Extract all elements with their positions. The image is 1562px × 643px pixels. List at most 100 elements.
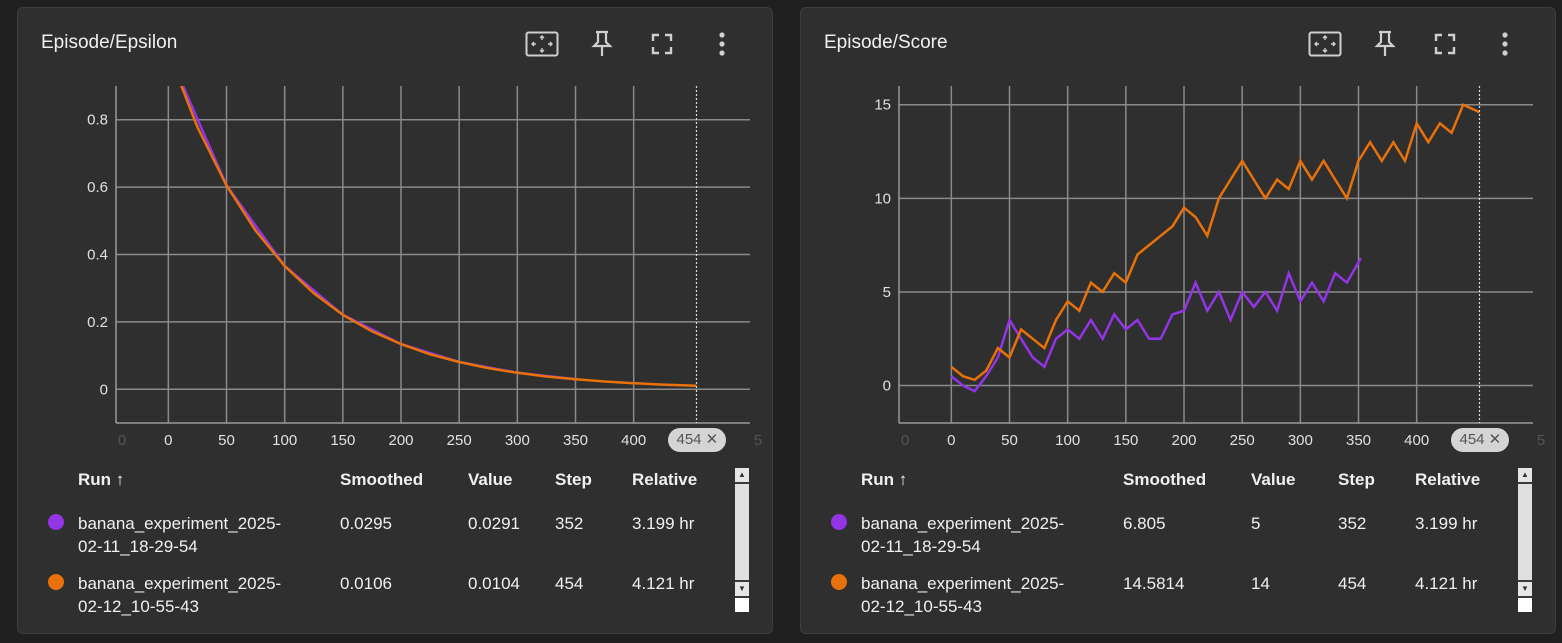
x-tick-label: 0 (947, 432, 955, 449)
x-tick-label-faded: 5 (1537, 432, 1545, 449)
table-row[interactable]: banana_experiment_2025- 02-11_18-29-54 6.… (801, 512, 1521, 568)
more-options-button[interactable] (1475, 30, 1535, 58)
x-tick-label: 50 (1001, 432, 1018, 449)
relative-time: 3.199 hr (632, 514, 695, 533)
y-tick-label: 0 (883, 378, 891, 395)
relative-time: 4.121 hr (632, 574, 695, 593)
run-name: banana_experiment_2025- 02-11_18-29-54 (861, 514, 1065, 556)
more-options-button[interactable] (692, 30, 752, 58)
y-tick-label: 0.2 (87, 314, 108, 331)
card-toolbar (1295, 30, 1535, 58)
fit-domain-button[interactable] (1295, 30, 1355, 58)
runs-table: Run ↑ Smoothed Value Step Relative banan… (18, 460, 774, 620)
card-title: Episode/Score (824, 32, 948, 53)
chart-card-score: Episode/Score 0 5 10 15 0 50 100 150 200 250 300 35… (800, 7, 1556, 634)
column-header-smoothed[interactable]: Smoothed (340, 470, 424, 489)
run-color-dot[interactable] (48, 574, 64, 590)
table-row[interactable]: banana_experiment_2025- 02-12_10-55-43 14… (801, 572, 1521, 628)
chart-card-epsilon: Episode/Epsilon 0 0.2 0.4 0.6 0.8 0 50 100 150 20… (17, 7, 773, 634)
table-row[interactable]: banana_experiment_2025- 02-12_10-55-43 0.… (18, 572, 738, 628)
x-tick-label: 300 (1288, 432, 1313, 449)
scroll-up-arrow[interactable]: ▲ (735, 468, 749, 482)
pin-button[interactable] (1355, 30, 1415, 58)
scroll-thumb[interactable] (1518, 484, 1532, 580)
hover-step-chip[interactable]: 454 ✕ (668, 428, 727, 452)
series-line-1 (950, 257, 1362, 393)
runs-table: Run ↑ Smoothed Value Step Relative banan… (801, 460, 1557, 620)
hover-step-chip[interactable]: 454 ✕ (1451, 428, 1510, 452)
scroll-thumb[interactable] (735, 484, 749, 580)
fullscreen-icon (651, 33, 673, 55)
table-row[interactable]: banana_experiment_2025- 02-11_18-29-54 0.… (18, 512, 738, 568)
fit-domain-icon (1308, 31, 1342, 57)
table-scrollbar[interactable]: ▲ ▼ (1518, 468, 1532, 612)
x-tick-label-faded: 5 (754, 432, 762, 449)
scroll-down-arrow[interactable]: ▼ (1518, 582, 1532, 596)
raw-value: 14 (1251, 574, 1270, 593)
smoothed-value: 14.5814 (1123, 574, 1185, 593)
x-tick-label: 400 (621, 432, 646, 449)
run-name: banana_experiment_2025- 02-12_10-55-43 (78, 574, 282, 616)
more-vert-icon (719, 32, 725, 56)
run-color-dot[interactable] (48, 514, 64, 530)
column-header-run[interactable]: Run ↑ (78, 470, 125, 489)
resize-grip[interactable] (1518, 598, 1532, 612)
relative-time: 4.121 hr (1415, 574, 1478, 593)
resize-grip[interactable] (735, 598, 749, 612)
pin-icon (591, 30, 613, 56)
y-tick-label: 0.8 (87, 112, 108, 129)
column-header-step[interactable]: Step (1338, 470, 1375, 489)
card-toolbar (512, 30, 752, 58)
x-tick-label-faded: 0 (118, 432, 126, 449)
x-tick-label: 350 (1346, 432, 1371, 449)
smoothed-value: 0.0106 (340, 574, 392, 593)
scroll-down-arrow[interactable]: ▼ (735, 582, 749, 596)
fullscreen-button[interactable] (632, 30, 692, 58)
column-header-relative[interactable]: Relative (632, 470, 698, 489)
x-tick-label: 100 (1055, 432, 1080, 449)
run-color-dot[interactable] (831, 514, 847, 530)
x-tick-label: 200 (1171, 432, 1196, 449)
y-tick-label: 0.6 (87, 179, 108, 196)
x-tick-label-faded: 0 (901, 432, 909, 449)
column-header-relative[interactable]: Relative (1415, 470, 1481, 489)
pin-button[interactable] (572, 30, 632, 58)
column-header-smoothed[interactable]: Smoothed (1123, 470, 1207, 489)
run-color-dot[interactable] (831, 574, 847, 590)
x-tick-label: 50 (218, 432, 235, 449)
raw-value: 0.0291 (468, 514, 520, 533)
relative-time: 3.199 hr (1415, 514, 1478, 533)
x-tick-label: 200 (388, 432, 413, 449)
x-tick-label: 150 (330, 432, 355, 449)
y-tick-label: 15 (874, 97, 891, 114)
scroll-up-arrow[interactable]: ▲ (1518, 468, 1532, 482)
x-tick-label: 400 (1404, 432, 1429, 449)
line-chart[interactable]: 0 0.2 0.4 0.6 0.8 0 50 100 150 200 250 300 350 400 0 5 (18, 66, 774, 456)
column-header-value[interactable]: Value (1251, 470, 1296, 489)
run-name: banana_experiment_2025- 02-12_10-55-43 (861, 574, 1065, 616)
step-value: 454 (1338, 574, 1367, 593)
column-header-run[interactable]: Run ↑ (861, 470, 908, 489)
y-tick-label: 10 (874, 190, 891, 207)
x-tick-label: 0 (164, 432, 172, 449)
smoothed-value: 0.0295 (340, 514, 392, 533)
smoothed-value: 6.805 (1123, 514, 1166, 533)
more-vert-icon (1502, 32, 1508, 56)
table-scrollbar[interactable]: ▲ ▼ (735, 468, 749, 612)
run-name: banana_experiment_2025- 02-11_18-29-54 (78, 514, 282, 556)
fit-domain-button[interactable] (512, 30, 572, 58)
step-value: 352 (1338, 514, 1367, 533)
pin-icon (1374, 30, 1396, 56)
fit-domain-icon (525, 31, 559, 57)
card-title: Episode/Epsilon (41, 32, 178, 53)
raw-value: 5 (1251, 514, 1261, 533)
x-tick-label: 300 (505, 432, 530, 449)
x-tick-label: 350 (563, 432, 588, 449)
x-tick-label: 250 (1230, 432, 1255, 449)
column-header-step[interactable]: Step (555, 470, 592, 489)
fullscreen-button[interactable] (1415, 30, 1475, 58)
raw-value: 0.0104 (468, 574, 520, 593)
column-header-value[interactable]: Value (468, 470, 513, 489)
y-tick-label: 5 (883, 284, 891, 301)
